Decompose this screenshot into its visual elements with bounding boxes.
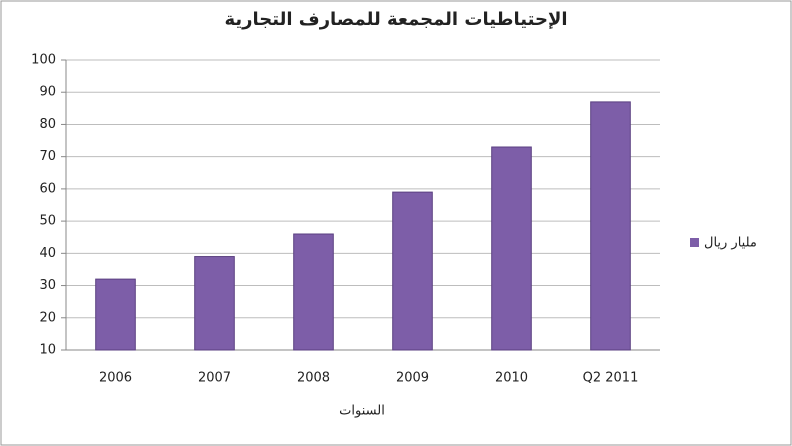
y-tick-label: 100	[31, 53, 56, 68]
bar	[95, 278, 136, 351]
x-tick-label: 2006	[99, 371, 132, 386]
legend-swatch	[690, 238, 699, 247]
x-axis-label: السنوات	[339, 404, 385, 419]
bar	[392, 191, 433, 351]
chart-title: الإحتياطيات المجمعة للمصارف التجارية	[224, 9, 567, 30]
bar	[590, 101, 631, 351]
x-tick-label: 2009	[396, 371, 429, 386]
y-tick-label: 10	[39, 343, 56, 358]
bar	[491, 146, 532, 351]
y-tick-label: 60	[39, 181, 56, 196]
y-tick-label: 80	[39, 117, 56, 132]
y-tick-label: 20	[39, 310, 56, 325]
x-tick-label: 2010	[495, 371, 528, 386]
x-tick-label: 2008	[297, 371, 330, 386]
y-tick-label: 40	[39, 246, 56, 261]
x-tick-label: 2007	[198, 371, 231, 386]
y-tick-label: 90	[39, 85, 56, 100]
legend-label: مليار ريال	[704, 236, 757, 251]
x-tick-label: Q2 2011	[583, 371, 639, 386]
y-tick-label: 50	[39, 214, 56, 229]
bar	[194, 256, 235, 351]
y-tick-label: 30	[39, 278, 56, 293]
bar	[293, 233, 334, 351]
y-tick-label: 70	[39, 149, 56, 164]
